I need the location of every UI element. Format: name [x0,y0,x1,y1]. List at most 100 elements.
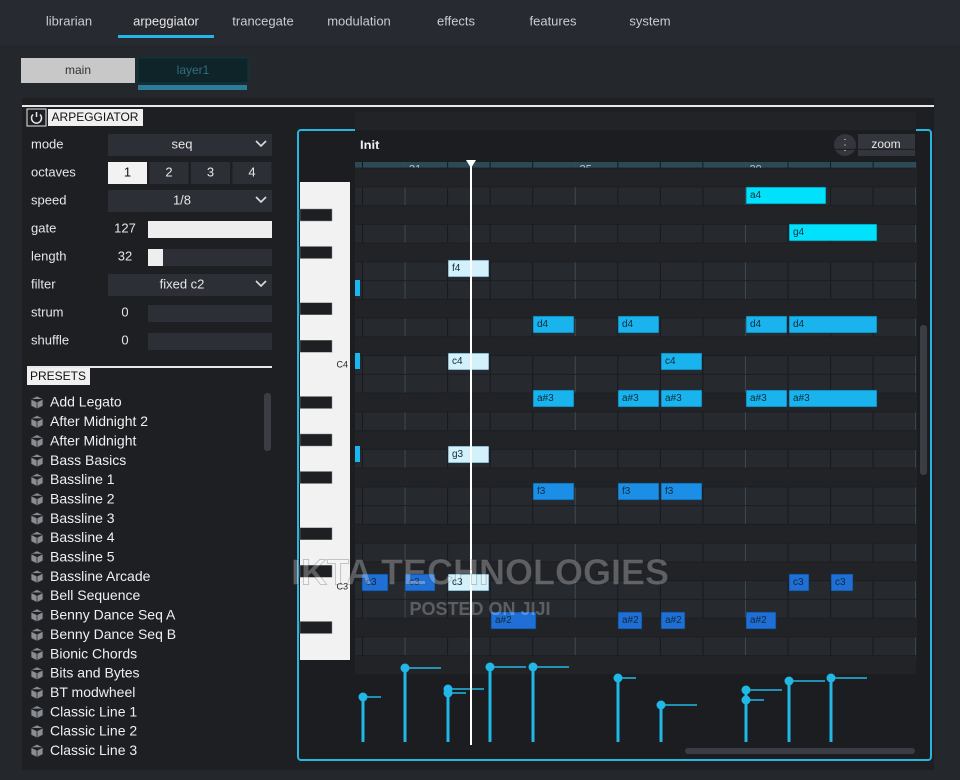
subtab-layer1-bg[interactable] [137,57,249,84]
tab[interactable]: effects [437,13,476,28]
octave-button[interactable] [149,162,189,184]
note[interactable] [745,186,827,205]
preset-item[interactable]: After Midnight 2 [50,413,148,429]
velocity-handle[interactable] [656,700,666,710]
dropdown[interactable] [108,134,272,156]
preset-item[interactable]: Benny Dance Seq A [50,607,176,623]
preset-item[interactable]: Classic Line 3 [50,742,137,758]
zoom-button[interactable] [858,134,915,156]
note[interactable] [447,259,490,278]
note[interactable] [447,573,490,592]
slider-track[interactable] [148,249,272,266]
preset-item[interactable]: Bell Sequence [50,587,141,603]
note[interactable] [745,315,788,334]
note[interactable] [745,389,788,408]
velocity-handle[interactable] [400,663,410,673]
velocity-handle[interactable] [784,676,794,686]
preset-item[interactable]: Bassline 3 [50,510,115,526]
dropdown[interactable] [108,190,272,212]
preset-item[interactable]: Benny Dance Seq B [50,626,176,642]
tab[interactable]: system [629,13,670,28]
zoom-label[interactable]: zoom [871,137,900,151]
subtab[interactable]: layer1 [177,63,210,77]
param-value: 0 [121,332,128,347]
power-button[interactable] [26,108,47,127]
note[interactable] [361,573,389,592]
note[interactable] [788,573,810,592]
preset-item[interactable]: BT modwheel [50,684,135,700]
grid-row-dark [355,299,916,319]
note[interactable] [788,223,878,242]
note[interactable] [490,611,537,630]
note[interactable] [660,482,703,501]
preset-item[interactable]: Add Legato [50,394,122,410]
velocity-handle[interactable] [485,662,495,672]
velocity-handle[interactable] [613,673,623,683]
tab[interactable]: trancegate [232,13,293,28]
note[interactable] [830,573,854,592]
octave-option[interactable]: 4 [248,164,255,179]
velocity-handle[interactable] [443,688,453,698]
velocity-handle[interactable] [741,695,751,705]
subtab-main-bg[interactable] [21,58,135,83]
octave-option[interactable]: 1 [124,164,131,179]
note-label: a#2 [622,615,639,626]
note[interactable] [404,573,436,592]
note-label: a#2 [665,615,682,626]
slider-track[interactable] [148,305,272,322]
note[interactable] [447,445,490,464]
preset-icon [30,724,44,739]
section-label-bg [48,109,143,126]
note[interactable] [788,389,878,408]
note[interactable] [532,315,575,334]
subtab[interactable]: main [65,63,91,77]
octave-button[interactable] [108,162,147,184]
octave-button[interactable] [191,162,230,184]
roll-hscroll[interactable] [685,748,915,754]
preset-item[interactable]: Classic Line 1 [50,703,137,719]
octave-button[interactable] [232,162,272,184]
preset-item[interactable]: Bassline 4 [50,529,115,545]
velocity-handle[interactable] [358,692,368,702]
note[interactable] [617,482,660,501]
octave-option[interactable]: 2 [165,164,172,179]
note[interactable] [660,389,703,408]
preset-scrollbar[interactable] [264,393,271,451]
note[interactable] [660,611,686,630]
preset-item[interactable]: Bits and Bytes [50,665,140,681]
velocity-handle[interactable] [826,673,836,683]
preset-item[interactable]: Bassline 5 [50,549,115,565]
grid-row-dark [355,111,916,131]
octave-option[interactable]: 3 [207,164,214,179]
dropdown-value[interactable]: seq [172,136,193,151]
preset-item[interactable]: Bionic Chords [50,645,137,661]
note[interactable] [617,611,643,630]
tab[interactable]: librarian [46,13,92,28]
note[interactable] [532,482,575,501]
note[interactable] [617,389,660,408]
slider-track[interactable] [148,333,272,350]
note[interactable] [660,352,703,371]
preset-item[interactable]: Classic Line 2 [50,723,137,739]
dropdown[interactable] [108,274,272,296]
dropdown-value[interactable]: 1/8 [173,192,191,207]
note[interactable] [532,389,575,408]
roll-vscroll[interactable] [920,325,927,475]
note[interactable] [788,315,878,334]
preset-item[interactable]: Bassline 2 [50,490,115,506]
preset-item[interactable]: After Midnight [50,432,136,448]
preset-item[interactable]: Bassline Arcade [50,568,151,584]
tab[interactable]: modulation [327,13,391,28]
preset-item[interactable]: Bassline 1 [50,471,115,487]
note[interactable] [745,611,777,630]
dropdown-value[interactable]: fixed c2 [160,276,205,291]
tab[interactable]: features [530,13,577,28]
note[interactable] [447,352,490,371]
note-label: g3 [452,449,464,460]
tab[interactable]: arpeggiator [133,13,199,28]
velocity-handle[interactable] [528,662,538,672]
note[interactable] [617,315,660,334]
preset-item[interactable]: Bass Basics [50,452,126,468]
velocity-handle[interactable] [741,685,751,695]
